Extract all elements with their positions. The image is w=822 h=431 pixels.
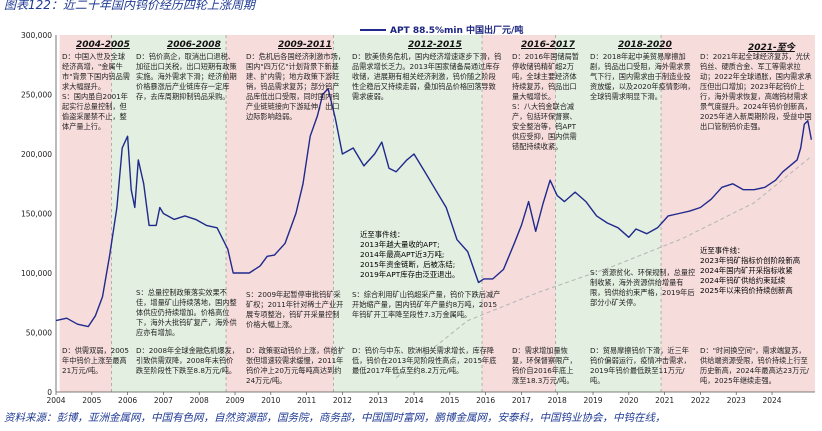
x-tick-label: 2023: [727, 396, 746, 405]
period-band-1: [111, 35, 227, 392]
x-tick-label: 2005: [82, 396, 101, 405]
legend-line-swatch: [360, 28, 386, 31]
note-2012-top: D：欧美债务危机，国内经济增速逐步下滑，钨品需求增长乏力。2013年国家储备局通…: [352, 52, 502, 101]
y-tick-label: 50,000: [26, 329, 52, 338]
y-tick-label: 0: [47, 388, 52, 397]
x-tick-label: 2014: [404, 396, 423, 405]
y-tick-label: 100,000: [21, 269, 52, 278]
x-tick-label: 2015: [440, 396, 459, 405]
source-note: 资料来源：彭博，亚洲金属网，中国有色网，自然资源部，国务院，商务部，中国国时富网…: [4, 412, 666, 424]
period-title-2021-now: 2021-至今: [748, 43, 795, 53]
x-tick-label: 2011: [297, 396, 316, 405]
figure-title: 图表122：近二十年国内钨价经历四轮上涨周期: [4, 0, 255, 12]
note-2016-bottom: D：需求增加量恢复，环保督察限产，钨价自2016年底上涨至18.3万元/吨。: [512, 346, 577, 385]
note-2004-bottom: D：供需双弱，2005年中钨价上涨至最高21万元/吨。: [62, 346, 129, 375]
chart-legend: APT 88.5%min 中国出厂元/吨: [360, 23, 523, 36]
x-tick-label: 2008: [190, 396, 209, 405]
note-2009-top: D：危机后各国经济刺激市场，国内"四万亿"计划背景下新基建、扩内需；地方政策下游…: [246, 52, 345, 121]
note-2021-events: 近至事件线： 2023年钨矿指标价创阶段新高 2024年国内矿开采指标收紧 20…: [700, 246, 801, 295]
note-2009-bottom-s: S：2009年起暂停审批钨矿采矿权；2011年针对稀土产业开展专项整治，钨矿开采…: [246, 290, 344, 329]
note-2009-bottom-d: D：政策驱动钨价上涨，供给扩张但增速较需求缓慢，2011年钨价冲上20万元每吨高…: [246, 346, 345, 385]
period-title-2006-2008: 2006-2008: [167, 40, 221, 50]
note-2004-top: D：中国入世及全球经济高增，"金属牛市"背景下国内钨品需求大幅提升。 S：国内虽…: [62, 52, 130, 131]
x-tick-label: 2006: [118, 396, 137, 405]
note-2021-bottom: D："时间换空间"，需求端复苏，供给端资源受限，钨价持续上行至历史新高，2024…: [700, 346, 809, 385]
period-band-5: [555, 35, 662, 392]
period-title-2012-2015: 2012-2015: [408, 40, 462, 50]
x-tick-label: 2007: [154, 396, 173, 405]
note-2006-bottom-s: S：总量控制政策落实效果不佳，增量矿山持续落地，国内整体供应仍持续增加。价格高位…: [136, 288, 237, 337]
period-title-2016-2017: 2016-2017: [521, 40, 575, 50]
x-tick-label: 2021: [655, 396, 674, 405]
x-tick-label: 2013: [369, 396, 388, 405]
period-band-3: [333, 35, 483, 392]
legend-label: APT 88.5%min 中国出厂元/吨: [390, 26, 524, 36]
x-tick-label: 2019: [583, 396, 602, 405]
x-tick-label: 2004: [46, 396, 65, 405]
x-tick-label: 2020: [619, 396, 638, 405]
y-tick-label: 200,000: [21, 150, 52, 159]
x-tick-label: 2022: [691, 396, 710, 405]
x-tick-label: 2016: [476, 396, 495, 405]
note-2018-bottom-d: D：贸易摩擦钨价下滑，近三年钨价偏弱运行，疫情冲击需求，2019年钨价最低跌至1…: [590, 346, 691, 385]
note-2018-bottom-s: S：资源贫化、环保规制，总量控制收紧，海外资源供给增量有限，钨供给约束严格，20…: [590, 268, 696, 307]
note-2016-top: D：2016年国储局暂停收储钨精矿超2万吨，全球主要经济体持续复苏，钨品出口量大…: [512, 52, 579, 151]
period-title-2004-2005: 2004-2005: [76, 40, 130, 50]
note-2012-bottom-d: D：钨价与中东、欧洲相关需求增长，库存降低，钨价在2013年见阶段性高点，201…: [352, 346, 497, 375]
period-title-2018-2020: 2018-2020: [618, 40, 672, 50]
x-tick-label: 2017: [512, 396, 531, 405]
x-tick-label: 2012: [333, 396, 352, 405]
x-tick-label: 2010: [261, 396, 280, 405]
note-2018-top: D：2018年起中美贸易摩擦加剧，钨品出口受阻，海外需求景气下行，国内需求由于制…: [590, 52, 695, 101]
period-band-0: [59, 35, 112, 392]
period-title-2009-2011: 2009-2011: [278, 40, 332, 50]
note-2021-top: D：2021年起全球经济复苏，光伏钨丝、硬质合金、军工等需求拉动；2022年全球…: [700, 52, 812, 131]
period-band-2: [226, 35, 334, 392]
x-tick-label: 2024: [762, 396, 781, 405]
y-tick-label: 250,000: [21, 91, 52, 100]
x-tick-label: 2018: [548, 396, 567, 405]
x-tick-label: 2009: [225, 396, 244, 405]
note-2006-top: D：钨价高企，取消出口退税、加征出口关税，出口短期有政策实施。海外需求下滑；经济…: [136, 52, 237, 101]
period-band-4: [482, 35, 556, 392]
y-tick-label: 300,000: [21, 31, 52, 40]
period-band-6: [661, 35, 815, 392]
series-apt-line: [55, 87, 813, 328]
note-2012-events: 近至事件线： 2013年越大量收的APT; 2014年最高APT近3万吨; 20…: [360, 230, 460, 279]
trend-curve: [395, 155, 812, 379]
note-2012-bottom-s: S：综合利用矿山钨超采产量，钨价下跌后减产开始缩产量，国内钨矿年产量约8万吨，2…: [352, 290, 501, 319]
note-2006-bottom-d: D：2008年全球金融危机爆发，引致供需双降，2008年末钨价跌至阶段性下跌至8…: [136, 346, 239, 375]
y-tick-label: 150,000: [21, 210, 52, 219]
